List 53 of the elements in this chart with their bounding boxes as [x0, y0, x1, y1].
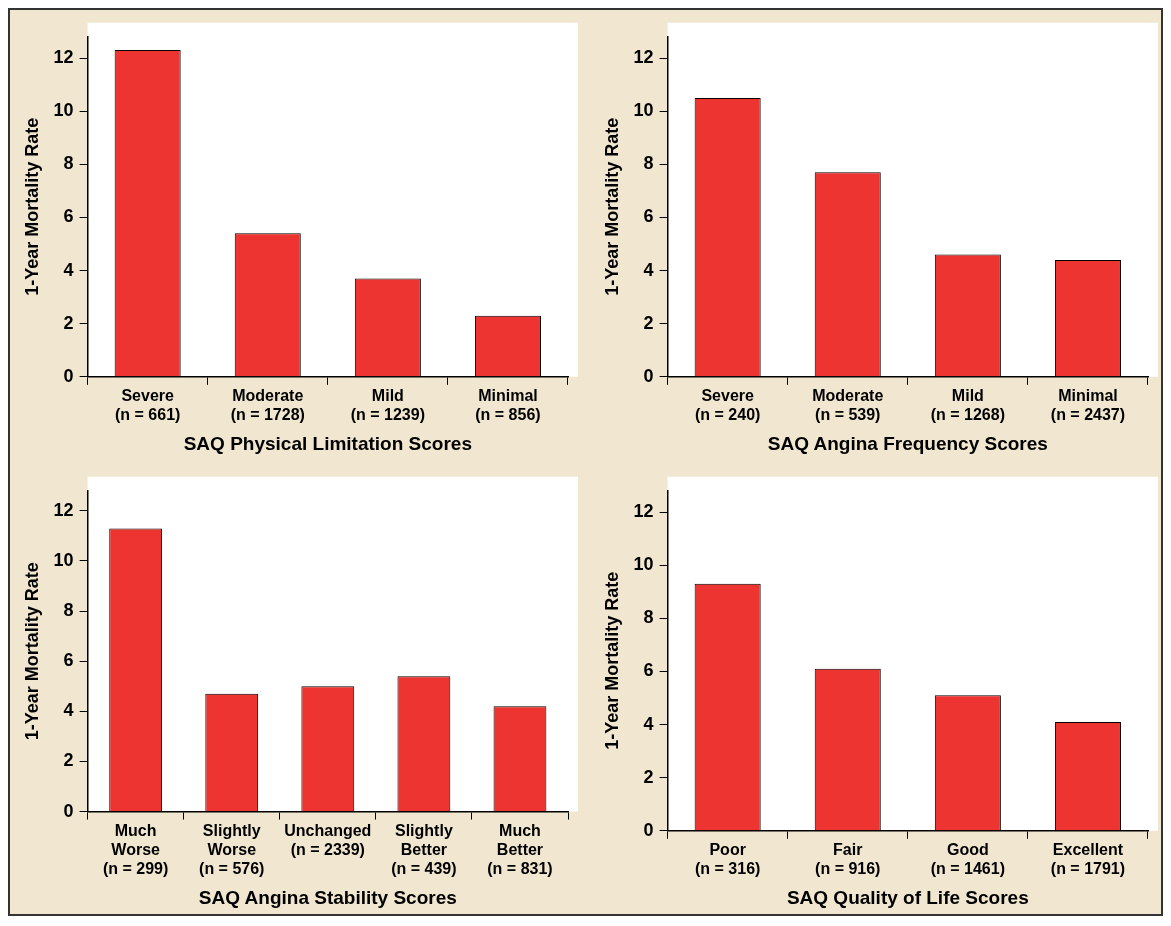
x-tick-label: Moderate (n = 539) — [812, 386, 884, 424]
x-tick-label: Unchanged (n = 2339) — [284, 821, 372, 858]
y-tick-label: 0 — [643, 365, 654, 386]
x-tick-label: Moderate (n = 1728) — [230, 386, 305, 424]
x-tick-label: Minimal (n = 2437) — [1050, 386, 1126, 424]
y-tick-label: 0 — [643, 819, 654, 840]
x-tick-label: Much Better (n = 831) — [487, 821, 553, 878]
y-tick-label: 10 — [53, 100, 74, 121]
y-tick-label: 2 — [643, 766, 654, 787]
y-tick-label: 4 — [63, 259, 74, 280]
x-tick-label: Good (n = 1461) — [930, 840, 1005, 878]
y-tick-label: 6 — [643, 206, 654, 227]
y-tick-label: 10 — [53, 549, 74, 570]
y-tick-label: 6 — [63, 650, 74, 671]
x-axis-title: SAQ Quality of Life Scores — [786, 886, 1029, 908]
y-tick-label: 12 — [53, 499, 74, 520]
x-tick-label: Much Worse (n = 299) — [102, 821, 169, 878]
y-tick-label: 6 — [643, 660, 654, 681]
x-tick-label: Excellent (n = 1791) — [1050, 840, 1126, 878]
y-tick-label: 12 — [633, 501, 654, 522]
x-axis-title: SAQ Physical Limitation Scores — [183, 432, 472, 454]
x-tick-label: Mild (n = 1239) — [350, 386, 425, 424]
y-tick-label: 8 — [643, 607, 654, 628]
x-tick-label: Slightly Worse (n = 576) — [199, 821, 265, 878]
y-tick-label: 2 — [63, 312, 74, 333]
x-tick-label: Mild (n = 1268) — [930, 386, 1005, 424]
y-tick-label: 10 — [633, 100, 654, 121]
y-axis-title: 1-Year Mortality Rate — [601, 571, 622, 750]
x-axis-title: SAQ Angina Frequency Scores — [767, 432, 1048, 454]
y-tick-label: 4 — [63, 700, 74, 721]
x-tick-label: Poor (n = 316) — [694, 840, 761, 878]
y-tick-label: 8 — [643, 153, 654, 174]
x-tick-label: Severe (n = 661) — [114, 386, 181, 424]
y-tick-label: 0 — [63, 800, 74, 821]
x-tick-label: Fair (n = 916) — [815, 840, 881, 878]
y-tick-label: 10 — [633, 554, 654, 575]
y-tick-label: 12 — [633, 47, 654, 68]
y-tick-label: 2 — [643, 312, 654, 333]
x-tick-label: Minimal (n = 856) — [475, 386, 541, 424]
y-tick-label: 0 — [63, 365, 74, 386]
y-axis-title: 1-Year Mortality Rate — [21, 117, 42, 296]
y-tick-label: 4 — [643, 259, 654, 280]
y-tick-label: 8 — [63, 153, 74, 174]
x-tick-label: Slightly Better (n = 439) — [391, 821, 457, 878]
y-tick-label: 6 — [63, 206, 74, 227]
y-axis-title: 1-Year Mortality Rate — [601, 117, 622, 296]
y-axis-title: 1-Year Mortality Rate — [21, 562, 42, 741]
y-tick-label: 8 — [63, 600, 74, 621]
y-tick-label: 4 — [643, 713, 654, 734]
x-axis-title: SAQ Angina Stability Scores — [198, 886, 457, 908]
y-tick-label: 12 — [53, 47, 74, 68]
y-tick-label: 2 — [63, 750, 74, 771]
x-tick-label: Severe (n = 240) — [694, 386, 761, 424]
